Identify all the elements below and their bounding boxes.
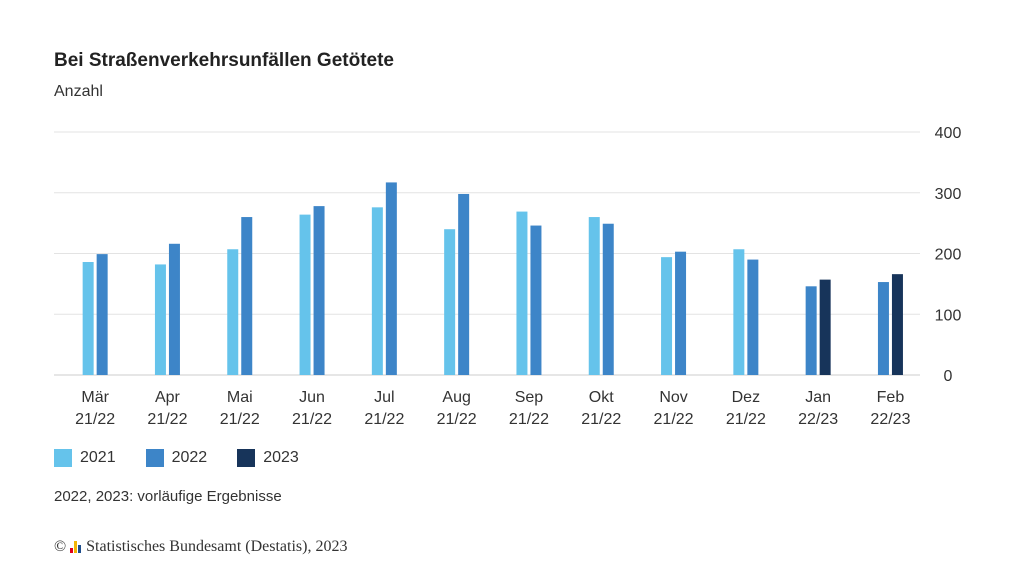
bar-2021[interactable] bbox=[444, 229, 456, 375]
x-tick-label-month: Dez bbox=[732, 389, 760, 406]
bar-2021[interactable] bbox=[588, 217, 600, 375]
source-text[interactable]: Statistisches Bundesamt (Destatis), 2023 bbox=[86, 538, 348, 555]
bar-2021[interactable] bbox=[661, 257, 673, 375]
chart-title: Bei Straßenverkehrsunfällen Getötete bbox=[54, 50, 394, 71]
x-tick-label-month: Jul bbox=[374, 389, 394, 406]
x-tick-label-period: 21/22 bbox=[220, 411, 260, 428]
bar-2022[interactable] bbox=[747, 259, 759, 375]
bar-2021[interactable] bbox=[733, 249, 745, 375]
bar-2022[interactable] bbox=[805, 286, 817, 375]
y-tick-label: 300 bbox=[935, 186, 962, 203]
x-tick-label-period: 21/22 bbox=[75, 411, 115, 428]
footnote: 2022, 2023: vorläufige Ergebnisse bbox=[54, 488, 282, 505]
bar-2021[interactable] bbox=[299, 214, 311, 375]
x-tick-label-month: Mär bbox=[81, 389, 109, 406]
x-tick-label-month: Okt bbox=[589, 389, 614, 406]
bar-2022[interactable] bbox=[458, 193, 470, 375]
bar-2021[interactable] bbox=[516, 211, 528, 375]
bar-2022[interactable] bbox=[877, 282, 889, 375]
legend: 2021 2022 2023 bbox=[54, 449, 329, 467]
bar-2023[interactable] bbox=[819, 279, 831, 375]
x-tick-label-period: 21/22 bbox=[654, 411, 694, 428]
bar-2022[interactable] bbox=[241, 217, 253, 375]
x-tick-label-month: Nov bbox=[659, 389, 687, 406]
bar-2021[interactable] bbox=[82, 262, 94, 375]
legend-item-2021[interactable]: 2021 bbox=[54, 449, 116, 467]
legend-swatch-2021 bbox=[54, 449, 72, 467]
destatis-logo-icon bbox=[70, 541, 82, 553]
legend-swatch-2022 bbox=[145, 449, 164, 467]
bar-2021[interactable] bbox=[371, 207, 383, 375]
x-tick-label-period: 21/22 bbox=[292, 411, 332, 428]
x-tick-label-period: 22/23 bbox=[798, 411, 838, 428]
y-tick-label: 200 bbox=[935, 247, 962, 264]
legend-label-2021: 2021 bbox=[80, 449, 116, 466]
bar-2022[interactable] bbox=[530, 225, 542, 375]
x-tick-label-period: 22/23 bbox=[870, 411, 910, 428]
y-tick-label: 400 bbox=[935, 125, 962, 142]
x-tick-label-period: 21/22 bbox=[147, 411, 187, 428]
x-tick-label-month: Sep bbox=[515, 389, 544, 406]
bar-2021[interactable] bbox=[154, 264, 166, 375]
source-footer: © Statistisches Bundesamt (Destatis), 20… bbox=[54, 538, 347, 556]
x-tick-label-month: Mai bbox=[227, 389, 253, 406]
legend-label-2023: 2023 bbox=[263, 449, 299, 466]
bar-2022[interactable] bbox=[675, 251, 687, 375]
bar-2022[interactable] bbox=[313, 206, 325, 375]
bar-2023[interactable] bbox=[891, 274, 903, 375]
legend-item-2022[interactable]: 2022 bbox=[145, 449, 208, 467]
y-tick-label: 0 bbox=[944, 368, 953, 385]
legend-swatch-2023 bbox=[237, 449, 256, 467]
x-tick-label-month: Jun bbox=[299, 389, 325, 406]
x-tick-label-period: 21/22 bbox=[364, 411, 404, 428]
chart-subtitle: Anzahl bbox=[54, 83, 103, 100]
bar-2022[interactable] bbox=[96, 254, 108, 375]
x-tick-label-month: Apr bbox=[155, 389, 181, 406]
x-tick-label-period: 21/22 bbox=[437, 411, 477, 428]
legend-label-2022: 2022 bbox=[171, 449, 208, 466]
x-tick-label-month: Feb bbox=[877, 389, 905, 406]
bar-2022[interactable] bbox=[168, 243, 180, 375]
x-tick-label-period: 21/22 bbox=[509, 411, 549, 428]
x-tick-label-month: Jan bbox=[805, 389, 831, 406]
copyright-symbol: © bbox=[54, 538, 67, 555]
bar-2022[interactable] bbox=[602, 223, 614, 375]
legend-item-2023[interactable]: 2023 bbox=[237, 449, 299, 467]
bar-chart: 0 100 200 300 400 Mär 21/22 Apr 21/22 Mai 21/22 Jun… bbox=[54, 125, 962, 428]
bar-2022[interactable] bbox=[385, 182, 397, 375]
bar-2021[interactable] bbox=[227, 249, 239, 375]
x-tick-label-period: 21/22 bbox=[581, 411, 621, 428]
x-tick-label-period: 21/22 bbox=[726, 411, 766, 428]
y-tick-label: 100 bbox=[935, 307, 962, 324]
x-tick-label-month: Aug bbox=[442, 389, 470, 406]
